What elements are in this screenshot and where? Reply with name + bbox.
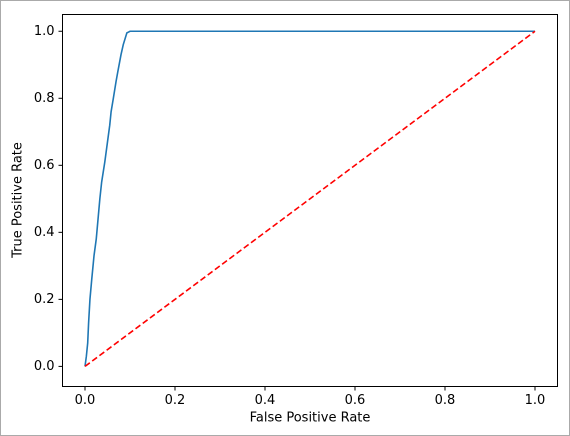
y-tick-label: 0.2 <box>34 292 55 307</box>
series-line <box>84 30 535 367</box>
x-tick-label: 0.4 <box>255 393 276 408</box>
x-tick-label: 1.0 <box>525 393 546 408</box>
series-line <box>84 30 536 368</box>
y-tick-label: 1.0 <box>34 24 55 39</box>
x-axis-label: False Positive Rate <box>250 411 371 426</box>
x-tick-label: 0.6 <box>345 393 366 408</box>
x-tick-label: 0.8 <box>435 393 456 408</box>
y-axis-label: True Positive Rate <box>11 142 26 259</box>
y-tick-label: 0.6 <box>34 158 55 173</box>
y-tick-label: 0.0 <box>34 359 55 374</box>
y-tick-label: 0.4 <box>34 225 55 240</box>
x-tick-label: 0.2 <box>165 393 186 408</box>
y-tick-label: 0.8 <box>34 91 55 106</box>
plot-area <box>84 30 536 368</box>
axes-box <box>62 14 558 387</box>
x-tick-label: 0.0 <box>75 393 96 408</box>
